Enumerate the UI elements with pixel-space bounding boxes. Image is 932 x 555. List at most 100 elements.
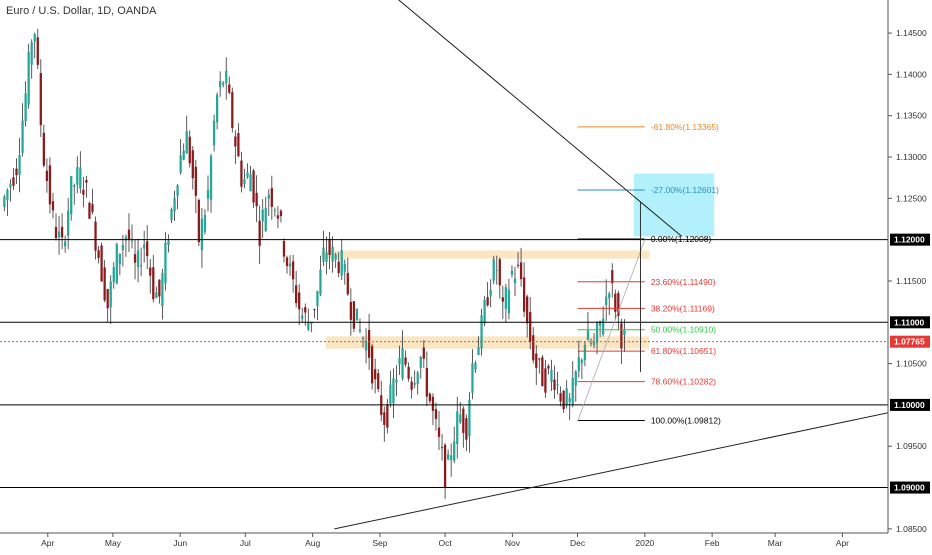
- candle-body: [547, 365, 550, 369]
- time-axis-label: Aug: [305, 538, 320, 548]
- candle-body: [355, 308, 359, 321]
- chart-title: Euro / U.S. Dollar, 1D, OANDA: [6, 5, 157, 17]
- price-axis-label: 1.08500: [896, 524, 927, 534]
- candle-body: [526, 296, 529, 324]
- candle-body: [85, 180, 88, 183]
- candle-body: [498, 259, 501, 286]
- price-level-tag-label: 1.10000: [894, 400, 925, 410]
- candle-body: [45, 170, 49, 182]
- candle-body: [614, 293, 617, 312]
- candle-body: [115, 244, 118, 284]
- resistance-zone: [321, 250, 650, 259]
- candle-body: [325, 252, 328, 262]
- candle-body: [304, 307, 307, 313]
- candle-body: [313, 309, 316, 311]
- candle-body: [513, 278, 517, 284]
- fib-level-label: 0.00%(1.12008): [651, 234, 712, 244]
- candle-body: [608, 293, 611, 299]
- candle-body: [222, 82, 225, 85]
- candle-body: [231, 92, 234, 129]
- trendline: [334, 407, 910, 530]
- candle-body: [562, 390, 565, 410]
- fib-level-label: 100.00%(1.09812): [651, 415, 721, 425]
- candle-body: [410, 381, 413, 390]
- candle-body: [516, 264, 520, 266]
- candle-body: [456, 411, 459, 445]
- candle-body: [82, 189, 85, 195]
- candle-body: [343, 263, 346, 272]
- candle-body: [571, 377, 574, 406]
- candle-body: [143, 244, 146, 249]
- candle-body: [161, 273, 164, 307]
- candle-body: [206, 189, 210, 199]
- time-axis-background: [0, 533, 888, 550]
- candle-body: [91, 204, 94, 212]
- candle-body: [100, 245, 103, 282]
- price-axis-label: 1.09500: [896, 441, 927, 451]
- candle-body: [112, 267, 115, 283]
- candle-body: [462, 408, 465, 433]
- candle-body: [3, 196, 6, 207]
- candle-body: [215, 94, 219, 123]
- candle-body: [158, 279, 161, 297]
- candle-body: [70, 176, 73, 215]
- last-price-tag-label: 1.07765: [894, 337, 925, 347]
- candle-body: [474, 362, 477, 370]
- candle-body: [416, 372, 419, 384]
- candle-body: [124, 236, 128, 241]
- candle-body: [459, 414, 462, 423]
- candle-body: [529, 312, 532, 342]
- candle-body: [276, 215, 280, 219]
- candle-body: [617, 293, 620, 316]
- candle-body: [295, 285, 298, 304]
- candle-body: [519, 262, 523, 280]
- candle-body: [15, 168, 18, 176]
- candle-body: [319, 269, 322, 295]
- candle-body: [136, 250, 140, 268]
- candle-body: [103, 267, 106, 301]
- candle-body: [243, 179, 246, 185]
- candle-body: [225, 70, 228, 83]
- candle-body: [57, 231, 61, 238]
- fib-level-label: -61.80%(1.13365): [651, 122, 719, 132]
- candle-body: [261, 209, 264, 222]
- candle-body: [611, 270, 614, 284]
- candle-body: [605, 296, 608, 305]
- candle-body: [301, 315, 304, 319]
- time-axis-label: Apr: [836, 538, 849, 548]
- price-axis-label: 1.13000: [896, 152, 927, 162]
- time-axis-label: Apr: [41, 538, 54, 548]
- support-zone: [325, 336, 650, 349]
- candle-body: [522, 277, 526, 312]
- candle-body: [334, 254, 337, 260]
- candle-body: [620, 323, 623, 349]
- candle-body: [76, 166, 79, 185]
- candle-body: [258, 220, 261, 246]
- candle-body: [577, 357, 580, 372]
- candle-body: [535, 353, 538, 368]
- candle-body: [149, 267, 152, 276]
- candle-body: [541, 357, 544, 387]
- candle-body: [39, 73, 42, 126]
- candle-body: [94, 221, 97, 251]
- candle-body: [331, 246, 334, 262]
- candle-body: [395, 379, 398, 383]
- candle-body: [431, 396, 435, 411]
- candle-body: [63, 241, 67, 247]
- candle-body: [580, 360, 584, 363]
- candle-body: [249, 174, 252, 192]
- candle-body: [370, 346, 374, 384]
- candle-body: [595, 322, 599, 343]
- candle-body: [544, 368, 547, 393]
- candle-body: [340, 250, 343, 276]
- candle-body: [191, 150, 194, 179]
- time-axis-label: Feb: [705, 538, 720, 548]
- candle-body: [419, 357, 422, 368]
- candle-body: [282, 240, 286, 257]
- candle-body: [54, 226, 58, 239]
- price-level-tag: [890, 481, 930, 494]
- candle-body: [425, 368, 428, 397]
- candle-body: [255, 192, 258, 207]
